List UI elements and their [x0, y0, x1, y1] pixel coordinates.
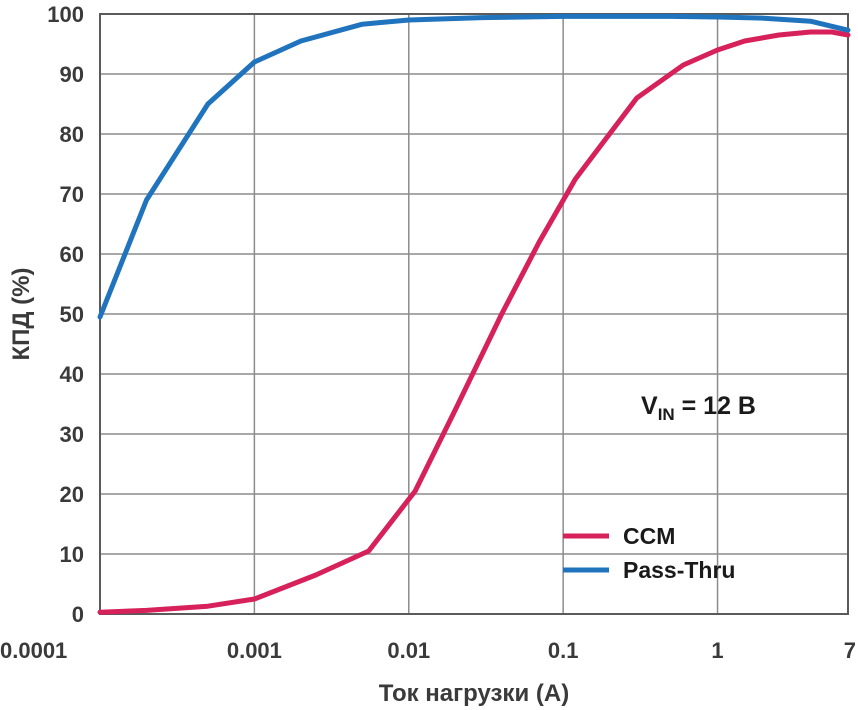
x-tick-label: 0.0001 [0, 638, 67, 663]
y-tick-label: 50 [60, 302, 84, 327]
legend-label-ccm: CCM [623, 523, 675, 549]
series-lines [97, 13, 851, 615]
x-axis-label: Ток нагрузки (А) [379, 680, 569, 707]
legend-label-pass-thru: Pass-Thru [623, 557, 735, 583]
grid [100, 14, 848, 614]
x-tick-label: 0.001 [227, 638, 282, 663]
x-tick-label: 1 [711, 638, 723, 663]
y-tick-label: 90 [60, 62, 84, 87]
series-line-pass-thru [97, 13, 851, 320]
x-tick-label: 7 [844, 638, 856, 663]
series-line-ccm [97, 29, 851, 615]
y-tick-label: 60 [60, 242, 84, 267]
y-tick-label: 100 [47, 2, 84, 27]
x-tick-labels: 0.0001 0.001 0.01 0.1 1 7 [0, 638, 856, 663]
vin-main: V [641, 392, 658, 420]
y-tick-label: 0 [72, 602, 84, 627]
y-tick-label: 40 [60, 362, 84, 387]
y-tick-labels: 0 10 20 30 40 50 60 70 80 90 100 [47, 2, 84, 627]
y-tick-label: 70 [60, 182, 84, 207]
y-tick-label: 80 [60, 122, 84, 147]
vin-subscript: IN [658, 405, 675, 424]
y-tick-label: 30 [60, 422, 84, 447]
y-tick-label: 10 [60, 542, 84, 567]
legend: CCM Pass-Thru [563, 523, 735, 583]
vin-value: = 12 В [675, 392, 756, 420]
vin-annotation: VIN = 12 В [641, 392, 756, 424]
x-tick-label: 0.01 [387, 638, 430, 663]
y-tick-label: 20 [60, 482, 84, 507]
y-axis-label: КПД (%) [8, 268, 35, 361]
x-tick-label: 0.1 [548, 638, 579, 663]
